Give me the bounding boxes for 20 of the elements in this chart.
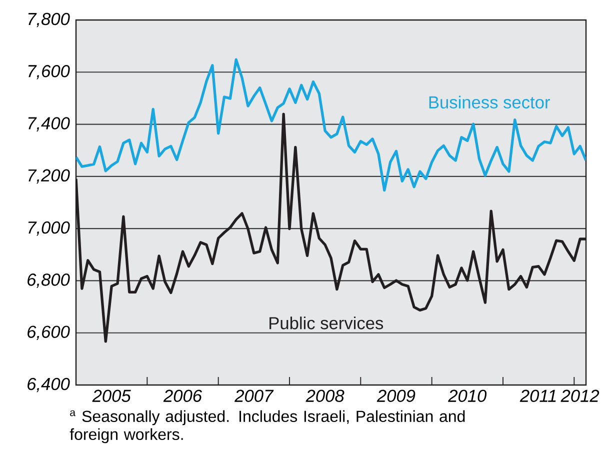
series-label: Business sector	[429, 96, 550, 108]
y-tick-label: 6,400	[28, 378, 70, 392]
y-tick-label: 7,800	[28, 12, 70, 28]
x-tick-label: 2012	[560, 390, 600, 402]
y-tick-label: 7,200	[28, 169, 70, 184]
x-tick-label: 2011	[520, 390, 556, 402]
y-tick-label: 6,600	[28, 326, 70, 340]
text: $^{a}$ Seasonally adjusted. Includes Israeli, Palestinian and foreign workers.	[70, 410, 465, 444]
x-tick-label: 2005	[92, 390, 131, 402]
x-tick-label: 2009	[376, 390, 416, 402]
line-series	[76, 58, 586, 192]
x-tick-label: 2010	[448, 390, 487, 402]
y-tick-label: 7,600	[28, 64, 70, 80]
x-tick-label: 2008	[306, 390, 344, 402]
series-label: Public services	[270, 316, 384, 330]
y-tick-label: 7,000	[28, 221, 70, 236]
y-tick-label: 6,800	[28, 274, 70, 288]
x-tick-label: 2007	[234, 390, 274, 402]
y-tick-label: 7,400	[28, 117, 70, 132]
x-tick-label: 2006	[163, 390, 202, 402]
